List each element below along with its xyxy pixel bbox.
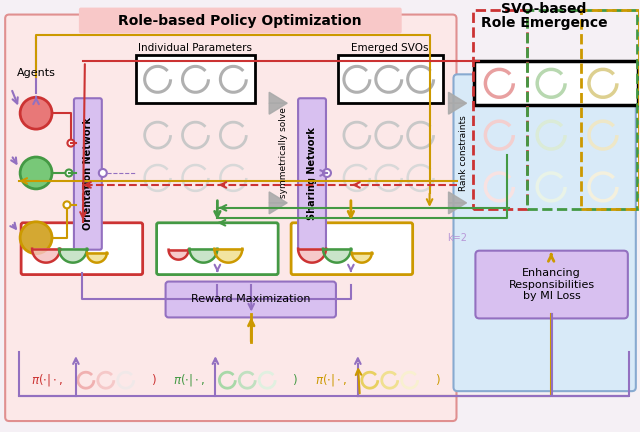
FancyBboxPatch shape [298, 98, 326, 250]
Text: ): ) [435, 374, 439, 387]
Text: ): ) [150, 374, 156, 387]
FancyBboxPatch shape [74, 98, 102, 250]
Text: Emerged SVOs: Emerged SVOs [351, 44, 429, 54]
Text: Rank constraints: Rank constraints [459, 115, 468, 191]
Text: symmetrically solve: symmetrically solve [278, 108, 287, 198]
Polygon shape [87, 253, 107, 263]
Text: Enhancing
Responsibilities
by MI Loss: Enhancing Responsibilities by MI Loss [509, 268, 595, 301]
Text: Sharing Network: Sharing Network [307, 127, 317, 220]
FancyBboxPatch shape [5, 15, 456, 421]
Polygon shape [59, 249, 87, 263]
Text: Reward Maximization: Reward Maximization [191, 295, 310, 305]
Circle shape [99, 169, 107, 177]
Circle shape [63, 201, 70, 208]
Text: k=2: k=2 [447, 233, 467, 243]
Text: Individual Parameters: Individual Parameters [138, 44, 252, 54]
FancyBboxPatch shape [79, 8, 402, 34]
Text: $\pi(\cdot|\cdot,$: $\pi(\cdot|\cdot,$ [31, 372, 63, 388]
Circle shape [20, 157, 52, 189]
Polygon shape [449, 192, 467, 203]
Text: Agents: Agents [17, 68, 56, 78]
Text: Role Emergence: Role Emergence [481, 16, 607, 29]
Polygon shape [269, 203, 287, 214]
FancyBboxPatch shape [454, 74, 636, 391]
Polygon shape [214, 249, 243, 263]
FancyBboxPatch shape [157, 223, 278, 275]
Circle shape [67, 140, 74, 146]
Polygon shape [323, 249, 351, 263]
Circle shape [20, 222, 52, 254]
Polygon shape [449, 92, 467, 103]
Polygon shape [298, 249, 326, 263]
Circle shape [20, 97, 52, 129]
Polygon shape [189, 249, 218, 263]
Text: ): ) [292, 374, 297, 387]
Polygon shape [269, 192, 287, 203]
Polygon shape [449, 203, 467, 214]
FancyBboxPatch shape [166, 282, 336, 318]
FancyBboxPatch shape [291, 223, 413, 275]
Text: SVO-based: SVO-based [502, 2, 587, 16]
Polygon shape [352, 253, 372, 263]
FancyBboxPatch shape [338, 55, 442, 103]
FancyBboxPatch shape [21, 223, 143, 275]
Polygon shape [449, 103, 467, 114]
Text: $\pi(\cdot|\cdot,$: $\pi(\cdot|\cdot,$ [315, 372, 348, 388]
Text: $\pi(\cdot|\cdot,$: $\pi(\cdot|\cdot,$ [173, 372, 205, 388]
Text: Role-based Policy Optimization: Role-based Policy Optimization [118, 13, 362, 28]
FancyBboxPatch shape [476, 251, 628, 318]
Polygon shape [32, 249, 60, 263]
Polygon shape [269, 103, 287, 114]
Circle shape [323, 169, 331, 177]
Polygon shape [269, 92, 287, 103]
Text: Orientation Network: Orientation Network [83, 118, 93, 230]
Circle shape [65, 169, 72, 176]
FancyBboxPatch shape [136, 55, 255, 103]
FancyBboxPatch shape [474, 61, 638, 105]
Polygon shape [168, 250, 189, 260]
